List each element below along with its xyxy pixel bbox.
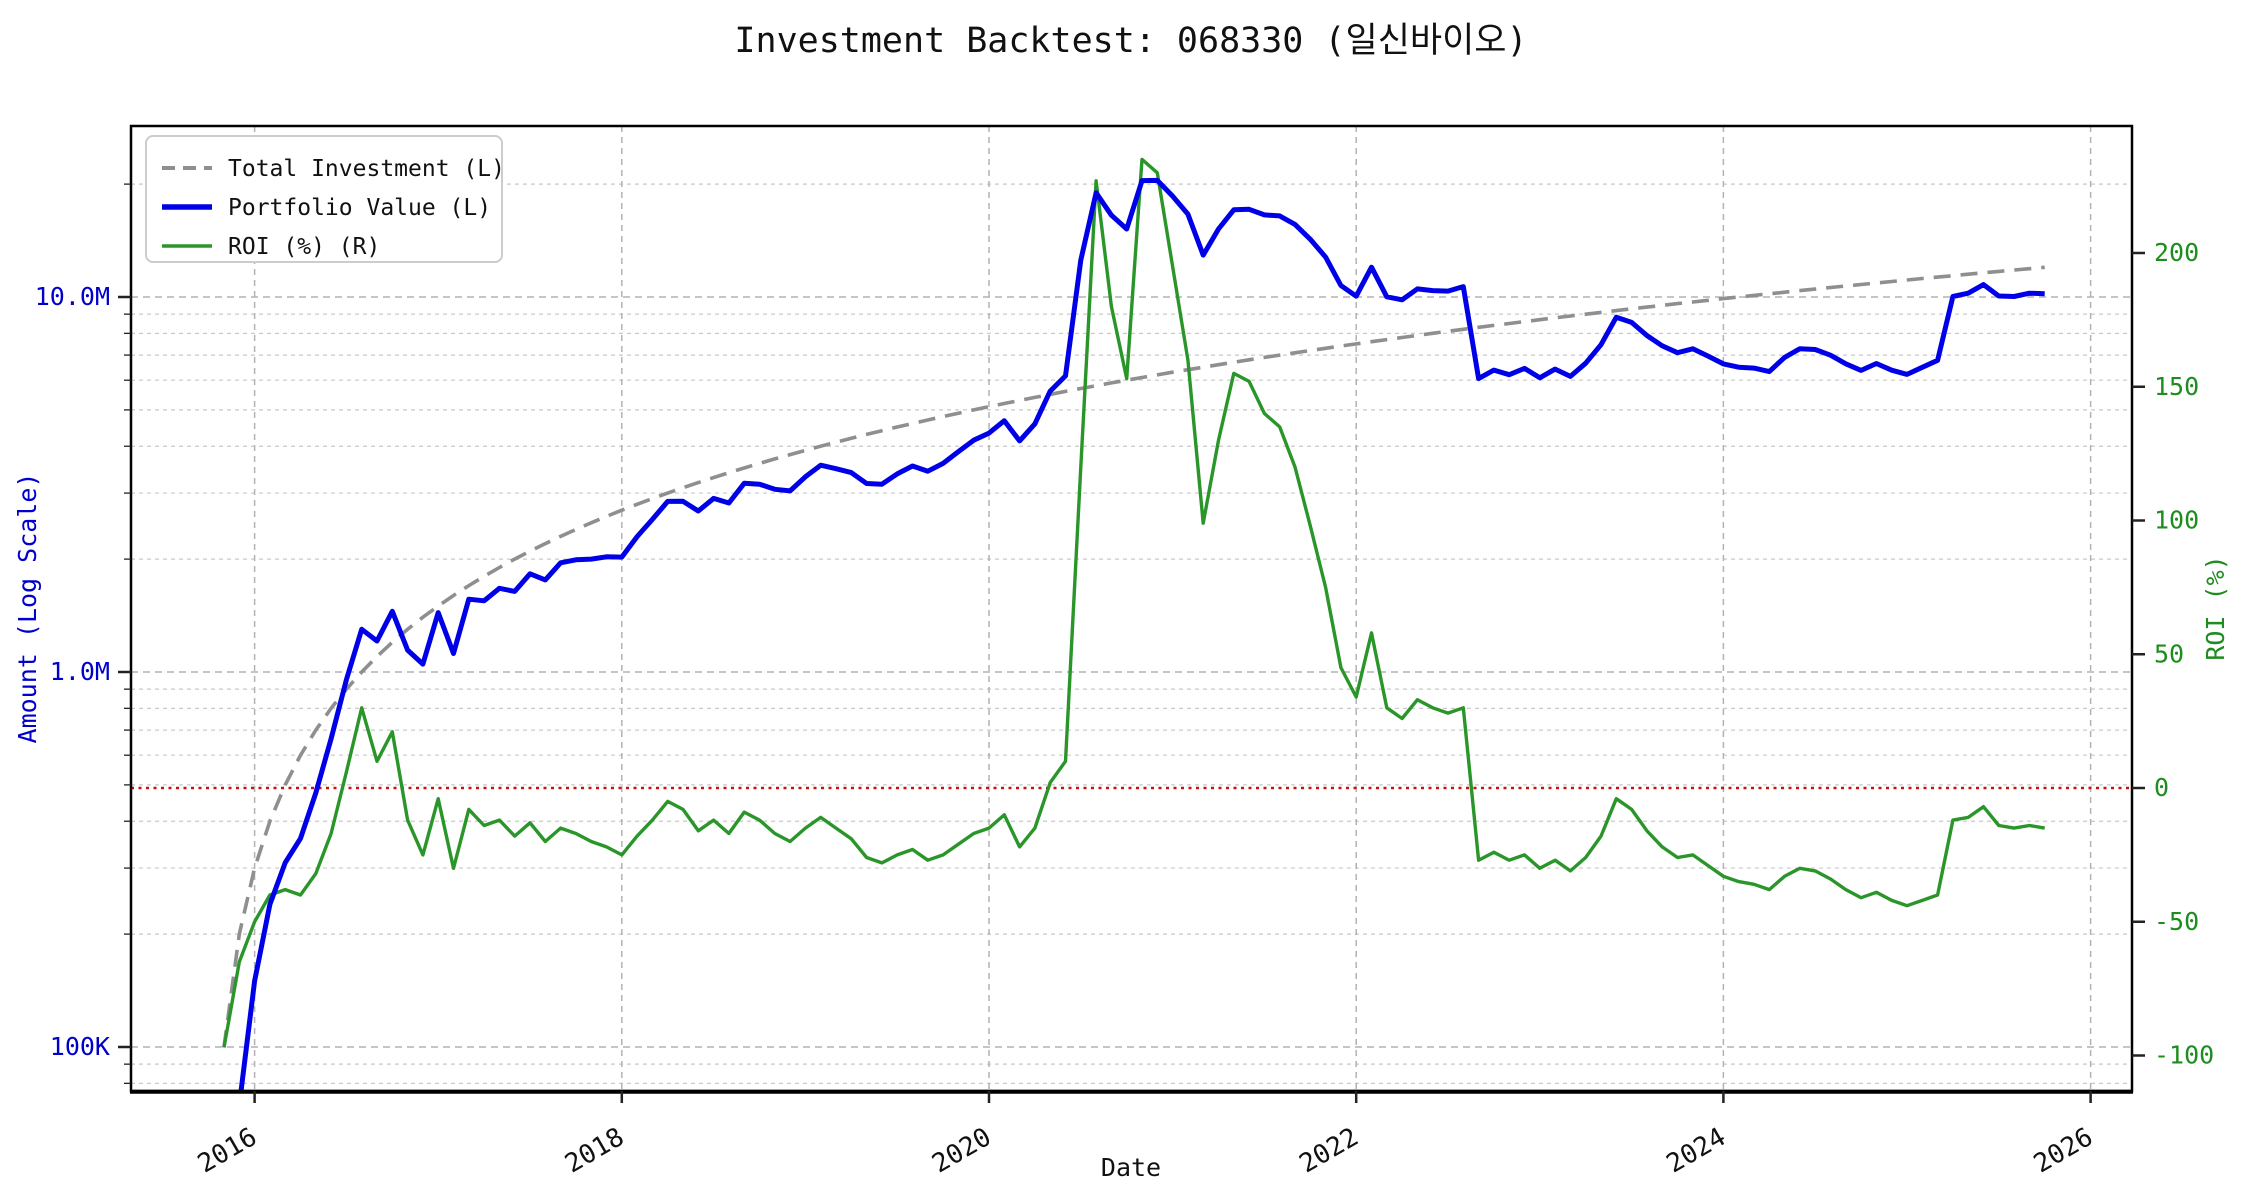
left-tick-label: 10.0M <box>35 282 110 311</box>
right-tick-label: 200 <box>2154 238 2199 267</box>
legend-portfolio-label: Portfolio Value (L) <box>228 195 491 221</box>
left-axis-label: Amount (Log Scale) <box>13 473 42 744</box>
right-tick-label: 50 <box>2154 639 2184 668</box>
x-axis-label: Date <box>1101 1153 1161 1182</box>
x-tick-label: 2016 <box>193 1122 262 1179</box>
x-tick-label: 2018 <box>560 1122 629 1179</box>
plot-border <box>129 124 2134 1094</box>
series-lines <box>222 157 2045 1091</box>
grid-lines <box>131 126 2132 1091</box>
right-tick-label: -50 <box>2154 907 2199 936</box>
left-tick-label: 100K <box>50 1032 110 1061</box>
legend: Total Investment (L) Portfolio Value (L)… <box>145 135 505 263</box>
portfolio-line <box>238 177 2045 1091</box>
right-tick-label: 100 <box>2154 506 2199 535</box>
x-tick-label: 2022 <box>1294 1122 1363 1179</box>
legend-investment-label: Total Investment (L) <box>228 156 505 182</box>
right-tick-label: 150 <box>2154 372 2199 401</box>
x-tick-label: 2020 <box>927 1122 996 1179</box>
investment-line <box>222 265 2045 1048</box>
plot-frame <box>129 124 2134 1093</box>
right-tick-label: 0 <box>2154 773 2169 802</box>
axis-ticks <box>118 183 2145 1103</box>
chart-title: Investment Backtest: 068330 (일신바이오) <box>734 21 1527 61</box>
roi-line <box>222 157 2045 1048</box>
left-tick-label: 1.0M <box>50 657 110 686</box>
right-tick-label: -100 <box>2154 1041 2214 1070</box>
legend-roi-label: ROI (%) (R) <box>228 234 380 260</box>
x-tick-label: 2026 <box>2029 1122 2098 1179</box>
right-axis-label: ROI (%) <box>2201 555 2230 660</box>
x-tick-label: 2024 <box>1662 1122 1731 1179</box>
